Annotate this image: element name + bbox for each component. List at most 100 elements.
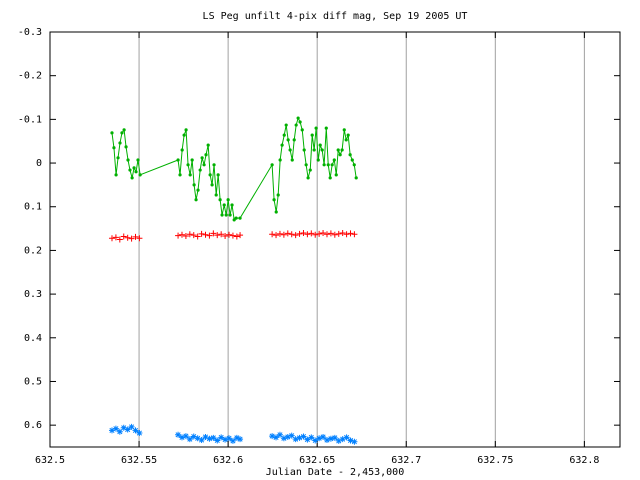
- data-point: [198, 230, 205, 237]
- y-tick-label: 0.3: [24, 289, 42, 300]
- y-tick-label: -0.3: [18, 27, 42, 38]
- data-point: [136, 158, 140, 162]
- data-point: [284, 433, 291, 440]
- data-point: [340, 148, 344, 152]
- data-point: [326, 163, 330, 167]
- data-point: [190, 158, 194, 162]
- data-point: [130, 176, 134, 180]
- data-point: [320, 433, 327, 440]
- data-point: [310, 133, 314, 137]
- data-point: [136, 430, 143, 437]
- data-point: [210, 230, 217, 237]
- data-point: [298, 120, 302, 124]
- data-point: [182, 433, 189, 440]
- data-point: [296, 434, 303, 441]
- data-point: [120, 424, 127, 431]
- x-tick-label: 632.75: [477, 455, 513, 466]
- data-point: [112, 146, 116, 150]
- data-point: [331, 231, 338, 238]
- data-point: [288, 148, 292, 152]
- data-point: [196, 188, 200, 192]
- data-point: [335, 437, 342, 444]
- data-point: [278, 158, 282, 162]
- data-point: [237, 436, 244, 443]
- y-tick-label: 0.5: [24, 376, 42, 387]
- data-point: [194, 198, 198, 202]
- data-point: [206, 435, 213, 442]
- data-point: [178, 173, 182, 177]
- data-point: [284, 123, 288, 127]
- data-point: [194, 435, 201, 442]
- y-tick-label: 0.2: [24, 245, 42, 256]
- data-point: [233, 434, 240, 441]
- data-point: [354, 176, 358, 180]
- data-point: [292, 138, 296, 142]
- data-point: [284, 230, 291, 237]
- data-point: [316, 158, 320, 162]
- data-point: [328, 176, 332, 180]
- data-point: [132, 166, 136, 170]
- data-point: [343, 434, 350, 441]
- data-point: [347, 230, 354, 237]
- series: [108, 423, 358, 445]
- data-point: [308, 434, 315, 441]
- x-tick-label: 632.7: [391, 455, 421, 466]
- data-point: [300, 128, 304, 132]
- data-point: [126, 158, 130, 162]
- data-point: [276, 431, 283, 438]
- data-point: [226, 231, 233, 238]
- data-point: [178, 231, 185, 238]
- data-point: [300, 433, 307, 440]
- data-point: [342, 128, 346, 132]
- data-point: [112, 425, 119, 432]
- data-point: [138, 173, 142, 177]
- data-point: [134, 170, 138, 174]
- data-point: [302, 148, 306, 152]
- data-point: [331, 434, 338, 441]
- data-point: [204, 153, 208, 157]
- data-point: [216, 173, 220, 177]
- data-point: [188, 173, 192, 177]
- data-point: [206, 232, 213, 239]
- data-point: [323, 437, 330, 444]
- data-point: [124, 145, 128, 149]
- data-point: [273, 232, 280, 239]
- data-point: [208, 173, 212, 177]
- data-point: [200, 156, 204, 160]
- data-point: [334, 173, 338, 177]
- data-point: [202, 433, 209, 440]
- data-point: [178, 434, 185, 441]
- data-point: [312, 231, 319, 238]
- data-point: [276, 193, 280, 197]
- data-point: [288, 231, 295, 238]
- y-tick-label: 0.4: [24, 333, 42, 344]
- data-point: [116, 156, 120, 160]
- data-point: [210, 434, 217, 441]
- data-point: [296, 116, 300, 120]
- data-point: [339, 436, 346, 443]
- data-point: [108, 235, 115, 242]
- data-point: [198, 437, 205, 444]
- data-point: [198, 168, 202, 172]
- data-point: [120, 131, 124, 135]
- data-point: [336, 148, 340, 152]
- data-point: [306, 176, 310, 180]
- data-point: [304, 163, 308, 167]
- data-point: [292, 436, 299, 443]
- data-point: [332, 158, 336, 162]
- data-point: [229, 437, 236, 444]
- data-point: [118, 141, 122, 145]
- y-tick-label: 0.1: [24, 202, 42, 213]
- data-point: [351, 438, 358, 445]
- data-point: [226, 435, 233, 442]
- data-point: [237, 232, 244, 239]
- data-point: [233, 233, 240, 240]
- data-point: [316, 230, 323, 237]
- data-point: [230, 203, 234, 207]
- series: [110, 116, 358, 222]
- data-point: [344, 138, 348, 142]
- x-axis-label: Julian Date - 2,453,000: [266, 467, 404, 478]
- data-point: [320, 148, 324, 152]
